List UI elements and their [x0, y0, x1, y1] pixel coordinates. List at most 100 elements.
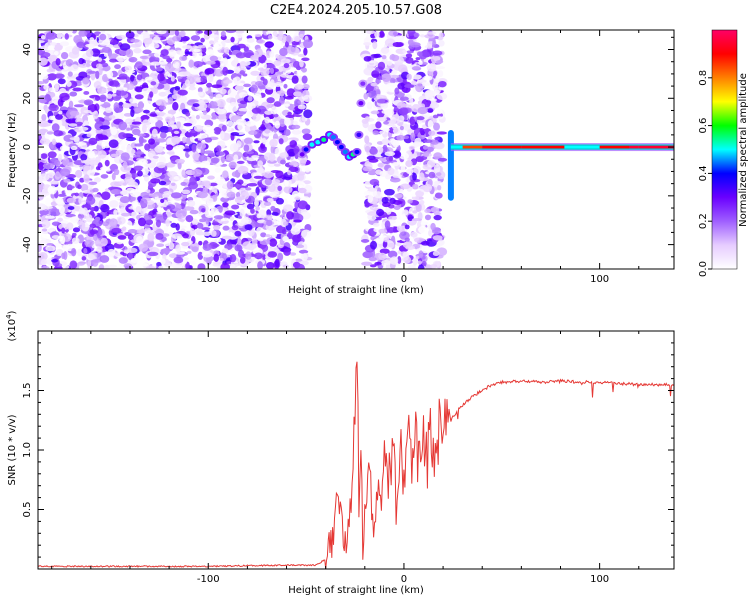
spectrogram-noise-cell: [254, 80, 265, 87]
spectrogram-noise-cell: [150, 81, 157, 86]
spectrogram-noise-cell: [368, 257, 377, 262]
spectrogram-noise-cell: [403, 256, 412, 264]
spectrogram-noise-cell: [85, 214, 93, 223]
spectrogram-noise-cell: [222, 202, 229, 208]
spectrogram-noise-cell: [245, 120, 256, 127]
spectrogram-noise-cell: [267, 216, 273, 221]
spectrogram-noise-cell: [187, 261, 197, 266]
spectrogram-noise-cell: [247, 95, 253, 102]
spectrogram-noise-cell: [122, 182, 127, 186]
spectrogram-noise-cell: [96, 63, 103, 69]
spectrogram-noise-cell: [117, 235, 127, 240]
spectrogram-noise-cell: [407, 30, 416, 36]
spectrogram-noise-cell: [48, 87, 56, 93]
spectrogram-noise-cell: [155, 232, 164, 240]
spectrogram-noise-cell: [274, 258, 280, 268]
spectrogram-noise-cell: [75, 121, 83, 126]
spectrogram-noise-cell: [78, 30, 87, 37]
spectrogram-noise-cell: [427, 119, 434, 129]
spectrogram-noise-cell: [267, 34, 273, 40]
spectrogram-noise-cell: [159, 131, 167, 139]
spectrogram-noise-cell: [294, 201, 300, 210]
spectrogram-noise-cell: [278, 30, 283, 36]
spectrogram-noise-cell: [239, 60, 247, 67]
spectrogram-noise-cell: [212, 243, 220, 248]
spectrogram-noise-cell: [289, 140, 298, 148]
spectrogram-noise-cell: [116, 240, 124, 245]
spectrogram-noise-cell: [296, 70, 303, 76]
spectrogram-noise-cell: [211, 222, 220, 226]
spectrogram-noise-cell: [67, 71, 73, 77]
spectrogram-noise-cell: [174, 30, 179, 37]
spectrogram-noise-cell: [162, 247, 171, 254]
spectrogram-noise-cell: [293, 91, 302, 97]
spectrogram-noise-cell: [88, 181, 98, 186]
spectrogram-noise-cell: [377, 264, 384, 269]
spectrogram-noise-cell: [138, 262, 149, 267]
spectrogram-noise-cell: [84, 239, 94, 247]
spectrogram-noise-cell: [382, 128, 390, 132]
spectrogram-noise-cell: [45, 31, 57, 40]
spectrogram-noise-cell: [48, 104, 59, 111]
spectrogram-noise-cell: [435, 75, 440, 84]
spectrogram-noise-cell: [411, 74, 422, 80]
spectrogram-noise-cell: [369, 178, 380, 186]
spectrogram-noise-cell: [384, 174, 392, 180]
spectrogram-noise-cell: [303, 109, 313, 119]
spectrogram-noise-cell: [433, 211, 441, 216]
spectrogram-noise-cell: [375, 79, 382, 84]
spectrogram-noise-cell: [64, 33, 69, 40]
spectrogram-noise-cell: [114, 64, 121, 70]
spectrogram-noise-cell: [195, 231, 206, 236]
spectrogram-noise-cell: [239, 70, 245, 75]
spectrogram-noise-cell: [381, 259, 391, 266]
signal-track-point: [299, 152, 305, 157]
spectrogram-noise-cell: [212, 261, 223, 265]
spectrogram-noise-cell: [170, 192, 182, 199]
spectrogram-noise-cell: [436, 109, 443, 115]
spectrogram-noise-cell: [133, 165, 144, 171]
spectrogram-noise-cell: [174, 251, 186, 255]
spectrogram-noise-cell: [236, 160, 245, 164]
spectrogram-noise-cell: [64, 190, 75, 194]
spectrogram-noise-cell: [419, 200, 425, 205]
spectrogram-noise-cell: [387, 167, 395, 176]
spectrogram-noise-cell: [246, 203, 255, 210]
spectrogram-cells: [38, 30, 674, 269]
spectrogram-noise-cell: [111, 93, 117, 97]
spectrogram-noise-cell: [223, 79, 233, 84]
spectrogram-noise-cell: [99, 94, 107, 103]
spectrogram-noise-cell: [304, 167, 311, 173]
spectrogram-noise-cell: [279, 118, 286, 127]
spectrogram-noise-cell: [265, 59, 272, 64]
spectrogram-noise-cell: [100, 166, 109, 171]
spectrogram-noise-cell: [174, 117, 186, 122]
spectrogram-noise-cell: [108, 139, 119, 149]
spectrogram-noise-cell: [156, 243, 165, 248]
spectrogram-noise-cell: [387, 242, 395, 248]
spectrogram-noise-cell: [400, 183, 411, 190]
spectrogram-noise-cell: [204, 67, 215, 75]
spectrogram-noise-cell: [59, 41, 70, 47]
spectrogram-noise-cell: [438, 80, 447, 88]
spectrogram-noise-cell: [81, 256, 87, 261]
spectrogram-noise-cell: [407, 264, 416, 269]
spectrogram-noise-cell: [384, 220, 391, 230]
spectrogram-ytick-label: 0: [22, 144, 33, 150]
spectrogram-noise-cell: [203, 150, 214, 155]
spectrogram-noise-cell: [370, 240, 378, 250]
snr-xlabel: Height of straight line (km): [288, 585, 424, 596]
spectrogram-noise-cell: [65, 59, 74, 67]
spectrogram-noise-cell: [51, 258, 59, 263]
spectrogram-noise-cell: [158, 180, 167, 186]
spectrogram-noise-cell: [187, 181, 199, 190]
spectrogram-noise-cell: [67, 185, 75, 189]
spectrogram-noise-cell: [294, 84, 305, 90]
spectrogram-noise-cell: [97, 150, 107, 159]
spectrogram-noise-cell: [283, 129, 291, 137]
spectrogram-noise-cell: [376, 208, 385, 217]
spectrogram-noise-cell: [285, 69, 292, 74]
spectrogram-noise-cell: [110, 181, 121, 188]
spectrogram-noise-cell: [47, 185, 57, 195]
spectrogram-noise-cell: [283, 204, 294, 213]
